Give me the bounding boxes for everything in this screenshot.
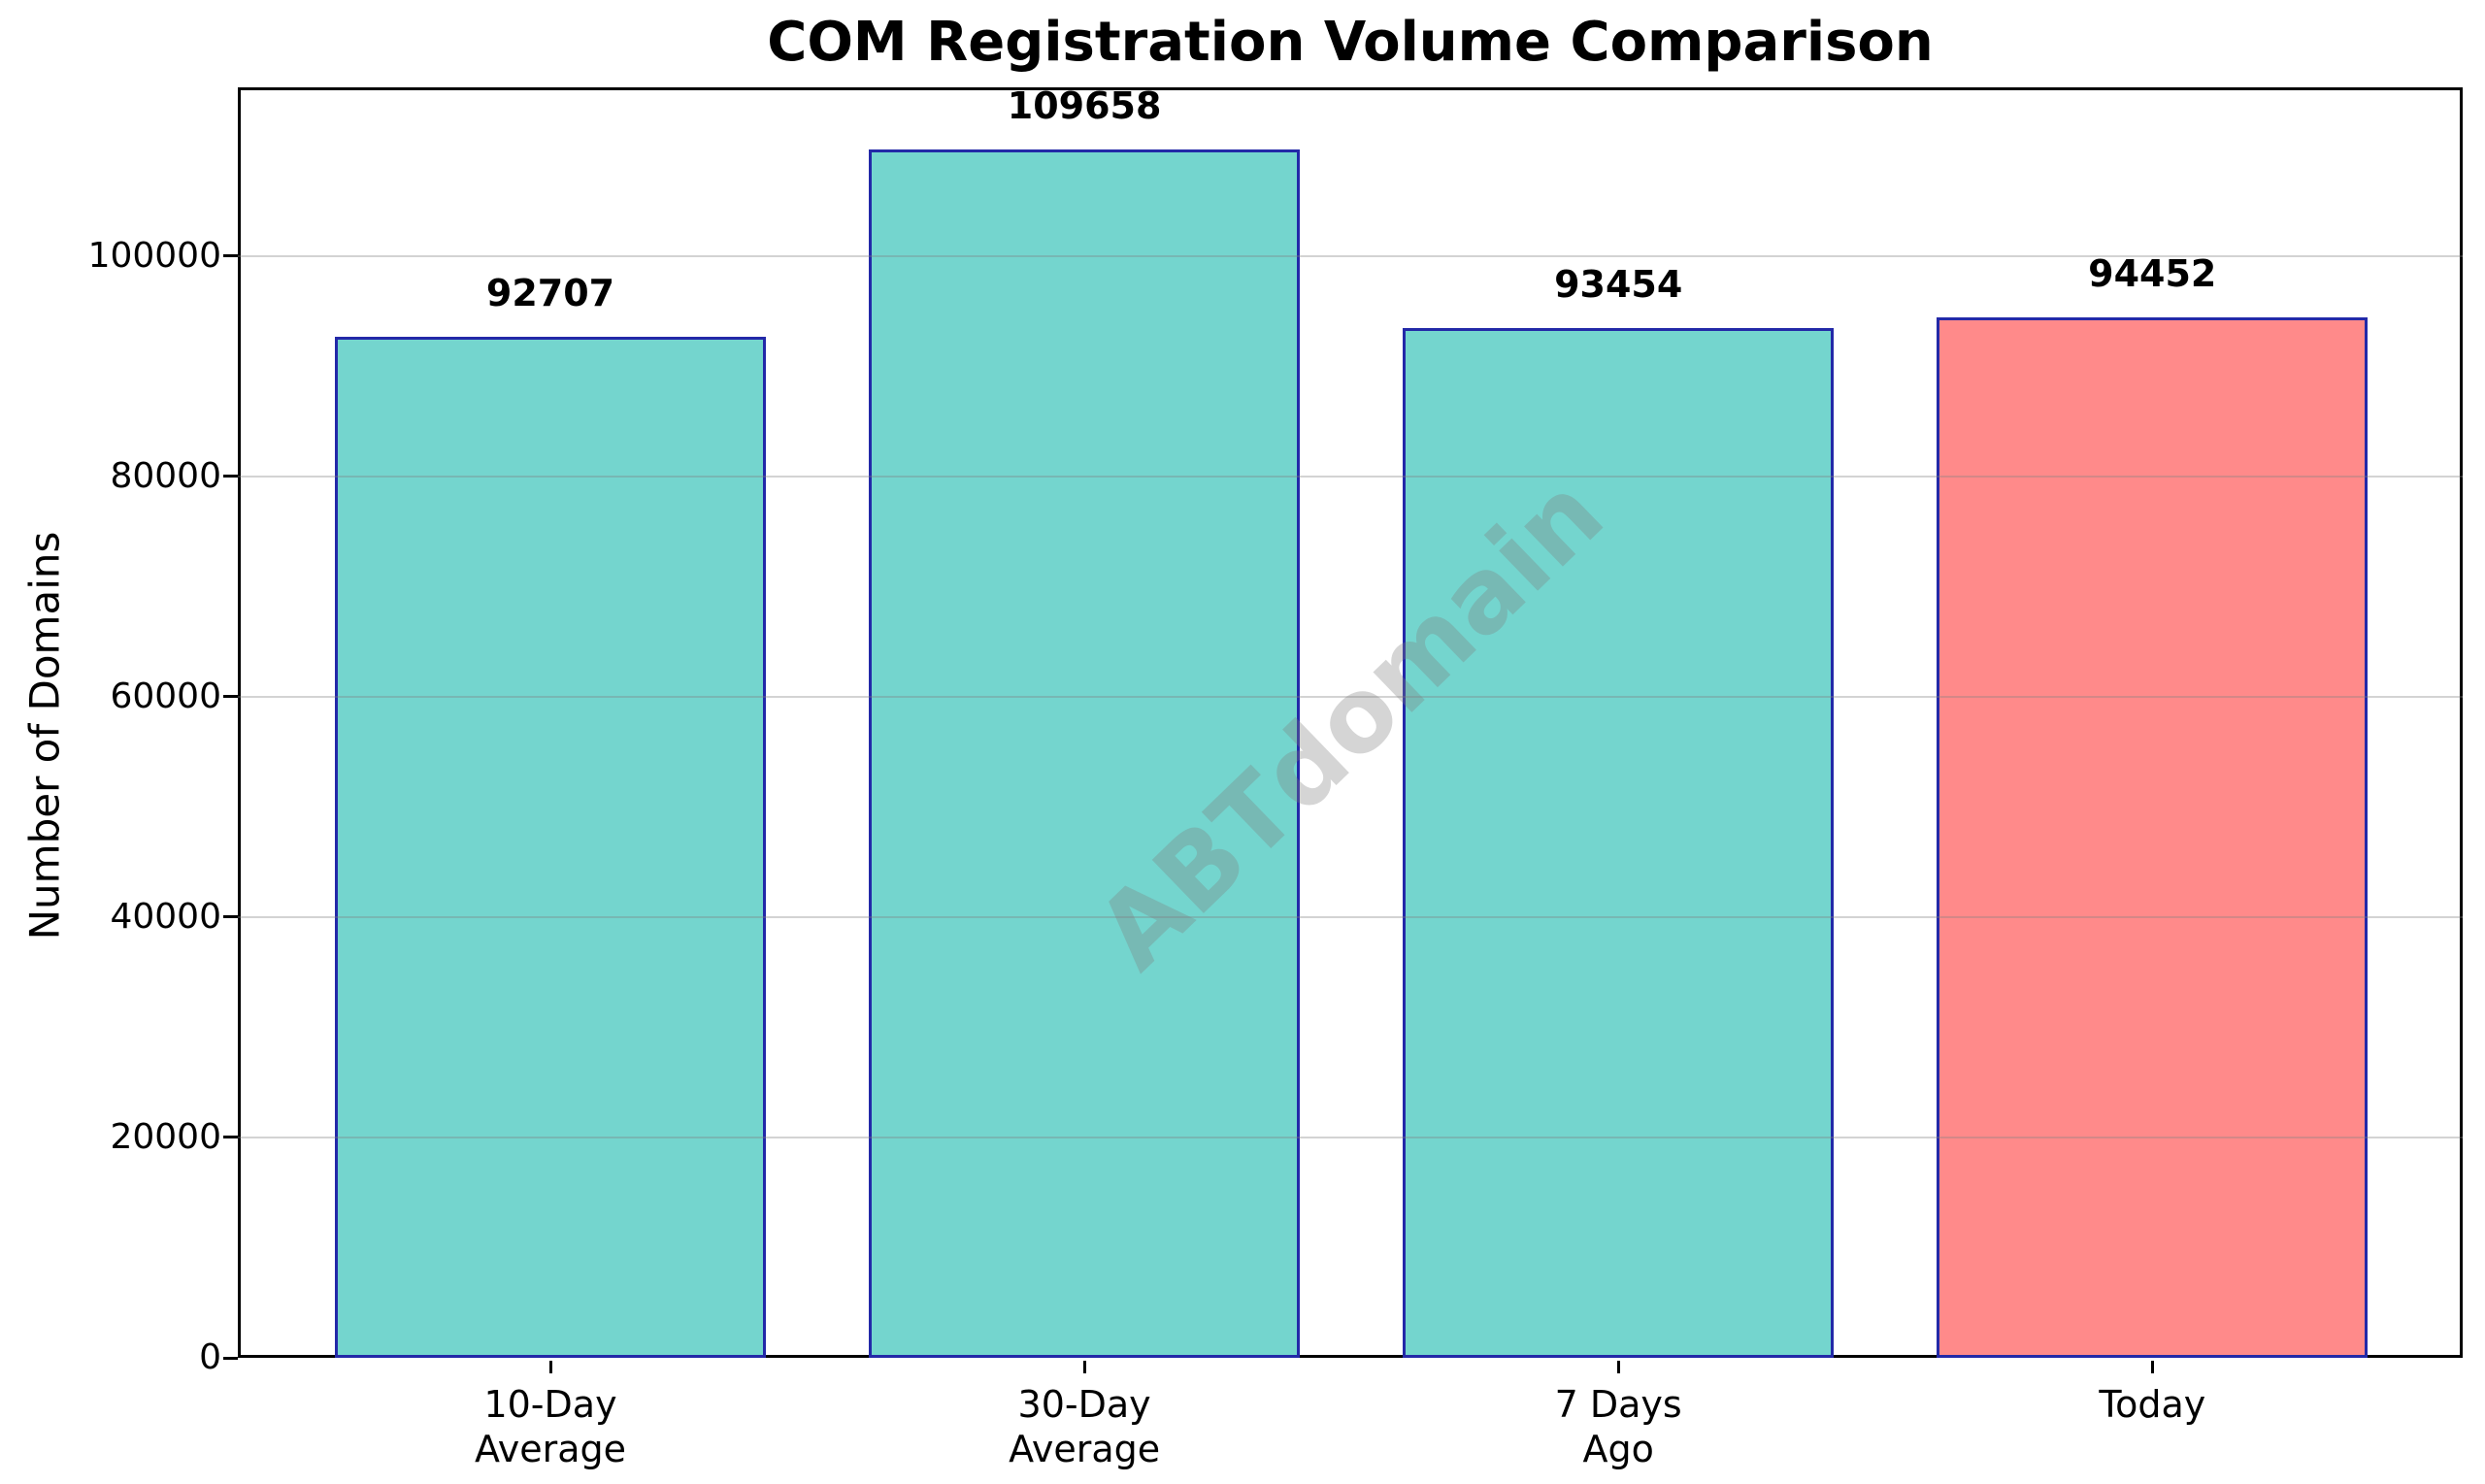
x-tick-label-line: 30-Day xyxy=(1017,1383,1151,1426)
x-tick-label-line: Average xyxy=(1009,1428,1161,1470)
y-axis-label: Number of Domains xyxy=(20,531,69,940)
y-tick-label: 40000 xyxy=(110,896,221,937)
bar-value-label: 94452 xyxy=(2088,251,2217,295)
x-tick-mark xyxy=(1082,1361,1086,1373)
bar-value-label: 92707 xyxy=(485,271,615,314)
y-tick-label: 80000 xyxy=(110,455,221,496)
y-tick-mark xyxy=(223,475,238,478)
bar-value-label: 93454 xyxy=(1554,263,1683,307)
y-tick-mark xyxy=(223,1136,238,1139)
x-tick-mark xyxy=(1616,1361,1620,1373)
x-tick-label-line: 10-Day xyxy=(483,1383,617,1426)
x-tick-label: Today xyxy=(1909,1382,2395,1427)
y-tick-mark xyxy=(223,254,238,258)
bar-1 xyxy=(335,336,766,1358)
bar-4 xyxy=(1937,316,2369,1358)
y-tick-label: 60000 xyxy=(110,676,221,716)
x-tick-label-line: 7 Days xyxy=(1554,1383,1682,1426)
y-tick-label: 100000 xyxy=(87,235,221,276)
chart-title: COM Registration Volume Comparison xyxy=(767,11,1934,74)
x-tick-label-line: Average xyxy=(474,1428,627,1470)
x-tick-label: 10-Day Average xyxy=(308,1382,793,1471)
x-tick-mark xyxy=(2150,1361,2154,1373)
x-tick-label-line: Ago xyxy=(1582,1428,1654,1470)
bar-value-label: 109658 xyxy=(1007,84,1162,128)
y-tick-label: 0 xyxy=(199,1337,221,1377)
y-tick-mark xyxy=(223,695,238,699)
y-tick-label: 20000 xyxy=(110,1116,221,1157)
y-tick-mark xyxy=(223,915,238,919)
x-tick-label: 30-Day Average xyxy=(842,1382,1327,1471)
bar-3 xyxy=(1403,328,1835,1358)
x-tick-mark xyxy=(548,1361,552,1373)
x-tick-label: 7 Days Ago xyxy=(1375,1382,1861,1471)
bar-2 xyxy=(869,149,1301,1358)
y-tick-mark xyxy=(223,1356,238,1360)
x-tick-label-line: Today xyxy=(2099,1383,2206,1426)
